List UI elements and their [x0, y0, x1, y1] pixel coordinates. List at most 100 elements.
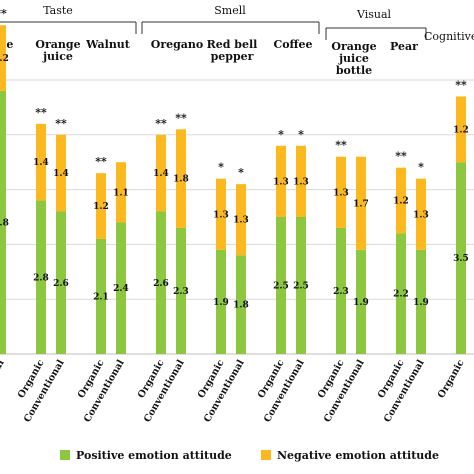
product-label-line: bottle [336, 64, 372, 77]
label-negative-orange-juice-bottle-organic: 1.3 [333, 188, 349, 198]
label-negative-orange-juice-bottle-conventional: 1.7 [353, 199, 369, 209]
label-positive-walnut-organic: 2.1 [93, 292, 109, 302]
bar-positive-orange-juice-conventional [56, 211, 66, 354]
bar-negative-orange-juice-conventional [56, 134, 66, 212]
bar-positive-pear-organic [396, 233, 406, 354]
significance-orange-juice-bottle-organic: ** [335, 139, 347, 152]
label-positive-ple-conventional: 4.8 [0, 218, 9, 228]
label-positive-orange-juice-organic: 2.8 [33, 273, 49, 283]
bar-negative-cognitive-organic [456, 96, 466, 163]
bar-positive-cognitive-organic [456, 162, 466, 354]
label-positive-red-bell-pepper-organic: 1.9 [213, 298, 229, 308]
product-label-line: Red bell [207, 38, 258, 51]
legend-swatch-positive [60, 450, 70, 460]
product-label-line: pepper [211, 50, 254, 63]
label-positive-coffee-organic: 2.5 [273, 282, 289, 292]
label-negative-coffee-conventional: 1.3 [293, 177, 309, 187]
product-label-line: Orange [35, 38, 80, 51]
label-negative-red-bell-pepper-conventional: 1.3 [233, 216, 249, 226]
product-label-orange-juice-bottle: Orange juice bottle [331, 40, 376, 77]
bar-negative-red-bell-pepper-conventional [236, 184, 246, 256]
label-negative-oregano-conventional: 1.8 [173, 175, 189, 185]
significance-orange-juice-organic: ** [35, 106, 47, 119]
bar-negative-coffee-conventional [296, 145, 306, 217]
group-title-cognitive: Cognitive [424, 30, 474, 43]
label-positive-cognitive-organic: 3.5 [453, 254, 469, 264]
label-positive-pear-conventional: 1.9 [413, 298, 429, 308]
bar-positive-coffee-conventional [296, 217, 306, 354]
bar-positive-walnut-organic [96, 238, 106, 354]
bar-positive-ple-conventional [0, 90, 6, 355]
product-label-walnut: Walnut [85, 38, 131, 51]
bar-negative-walnut-organic [96, 173, 106, 239]
label-negative-oregano-organic: 1.4 [153, 169, 169, 179]
significance-oregano-conventional: ** [175, 111, 187, 124]
label-positive-red-bell-pepper-conventional: 1.8 [233, 301, 249, 311]
group-headers: TasteSmellVisualCognitivepleOrangejuiceW… [0, 4, 474, 77]
label-negative-walnut-organic: 1.2 [93, 202, 109, 212]
bar-negative-ple-conventional [0, 25, 6, 91]
label-positive-walnut-conventional: 2.4 [113, 284, 129, 294]
label-negative-coffee-organic: 1.3 [273, 177, 289, 187]
bar-negative-orange-juice-bottle-conventional [356, 156, 366, 250]
product-label-line: Walnut [85, 38, 131, 51]
label-negative-orange-juice-organic: 1.4 [33, 158, 49, 168]
group-title-smell: Smell [214, 4, 246, 17]
bar-positive-red-bell-pepper-conventional [236, 255, 246, 354]
product-label-line: Pear [390, 40, 418, 53]
bar-negative-pear-conventional [416, 178, 426, 250]
label-positive-pear-organic: 2.2 [393, 290, 409, 300]
significance-red-bell-pepper-organic: * [218, 161, 224, 174]
bars-layer: 4.81.2**2.81.4**2.61.4**2.11.2**2.41.12.… [0, 7, 469, 355]
significance-red-bell-pepper-conventional: * [238, 166, 244, 179]
bar-positive-orange-juice-organic [36, 200, 46, 354]
product-label-line: Oregano [151, 38, 204, 51]
product-label-line: juice [42, 50, 73, 63]
bar-positive-oregano-organic [156, 211, 166, 354]
x-tick-cognitive-organic: Organic [436, 358, 467, 400]
significance-cognitive-organic: ** [455, 78, 467, 91]
label-negative-orange-juice-conventional: 1.4 [53, 169, 69, 179]
label-negative-pear-conventional: 1.3 [413, 210, 429, 220]
bar-positive-coffee-organic [276, 217, 286, 354]
bar-negative-pear-organic [396, 167, 406, 234]
product-label-line: Coffee [273, 38, 312, 51]
group-title-visual: Visual [356, 8, 392, 21]
label-positive-coffee-conventional: 2.5 [293, 282, 309, 292]
group-title-taste: Taste [43, 4, 73, 17]
significance-pear-conventional: * [418, 161, 424, 174]
legend-label-positive: Positive emotion attitude [76, 449, 232, 462]
bar-positive-orange-juice-bottle-conventional [356, 249, 366, 354]
label-positive-oregano-organic: 2.6 [153, 279, 169, 289]
product-label-pear: Pear [390, 40, 418, 53]
bar-positive-red-bell-pepper-organic [216, 249, 226, 354]
legend-label-negative: Negative emotion attitude [277, 449, 439, 462]
bar-positive-oregano-conventional [176, 227, 186, 354]
bar-positive-walnut-conventional [116, 222, 126, 354]
label-negative-ple-conventional: 1.2 [0, 54, 9, 64]
significance-walnut-organic: ** [95, 155, 107, 168]
product-label-red-bell-pepper: Red bell pepper [207, 38, 258, 63]
bar-negative-red-bell-pepper-organic [216, 178, 226, 250]
significance-ple-conventional: ** [0, 7, 7, 20]
legend-swatch-negative [261, 450, 271, 460]
label-positive-orange-juice-conventional: 2.6 [53, 279, 69, 289]
x-tick-ple-conventional: Conventional [0, 358, 7, 425]
significance-pear-organic: ** [395, 150, 407, 163]
label-negative-walnut-conventional: 1.1 [113, 188, 129, 198]
significance-coffee-organic: * [278, 128, 284, 141]
label-positive-orange-juice-bottle-organic: 2.3 [333, 287, 349, 297]
product-label-orange-juice: Orange juice [35, 38, 80, 63]
bar-negative-walnut-conventional [116, 162, 126, 223]
bar-negative-oregano-organic [156, 134, 166, 212]
label-positive-oregano-conventional: 2.3 [173, 287, 189, 297]
legend: Positive emotion attitude Negative emotio… [60, 449, 439, 462]
product-label-coffee: Coffee [273, 38, 312, 51]
product-label-oregano: Oregano [151, 38, 204, 51]
bar-negative-coffee-organic [276, 145, 286, 217]
significance-coffee-conventional: * [298, 128, 304, 141]
product-label-line: juice [338, 52, 369, 65]
bar-negative-orange-juice-organic [36, 123, 46, 201]
